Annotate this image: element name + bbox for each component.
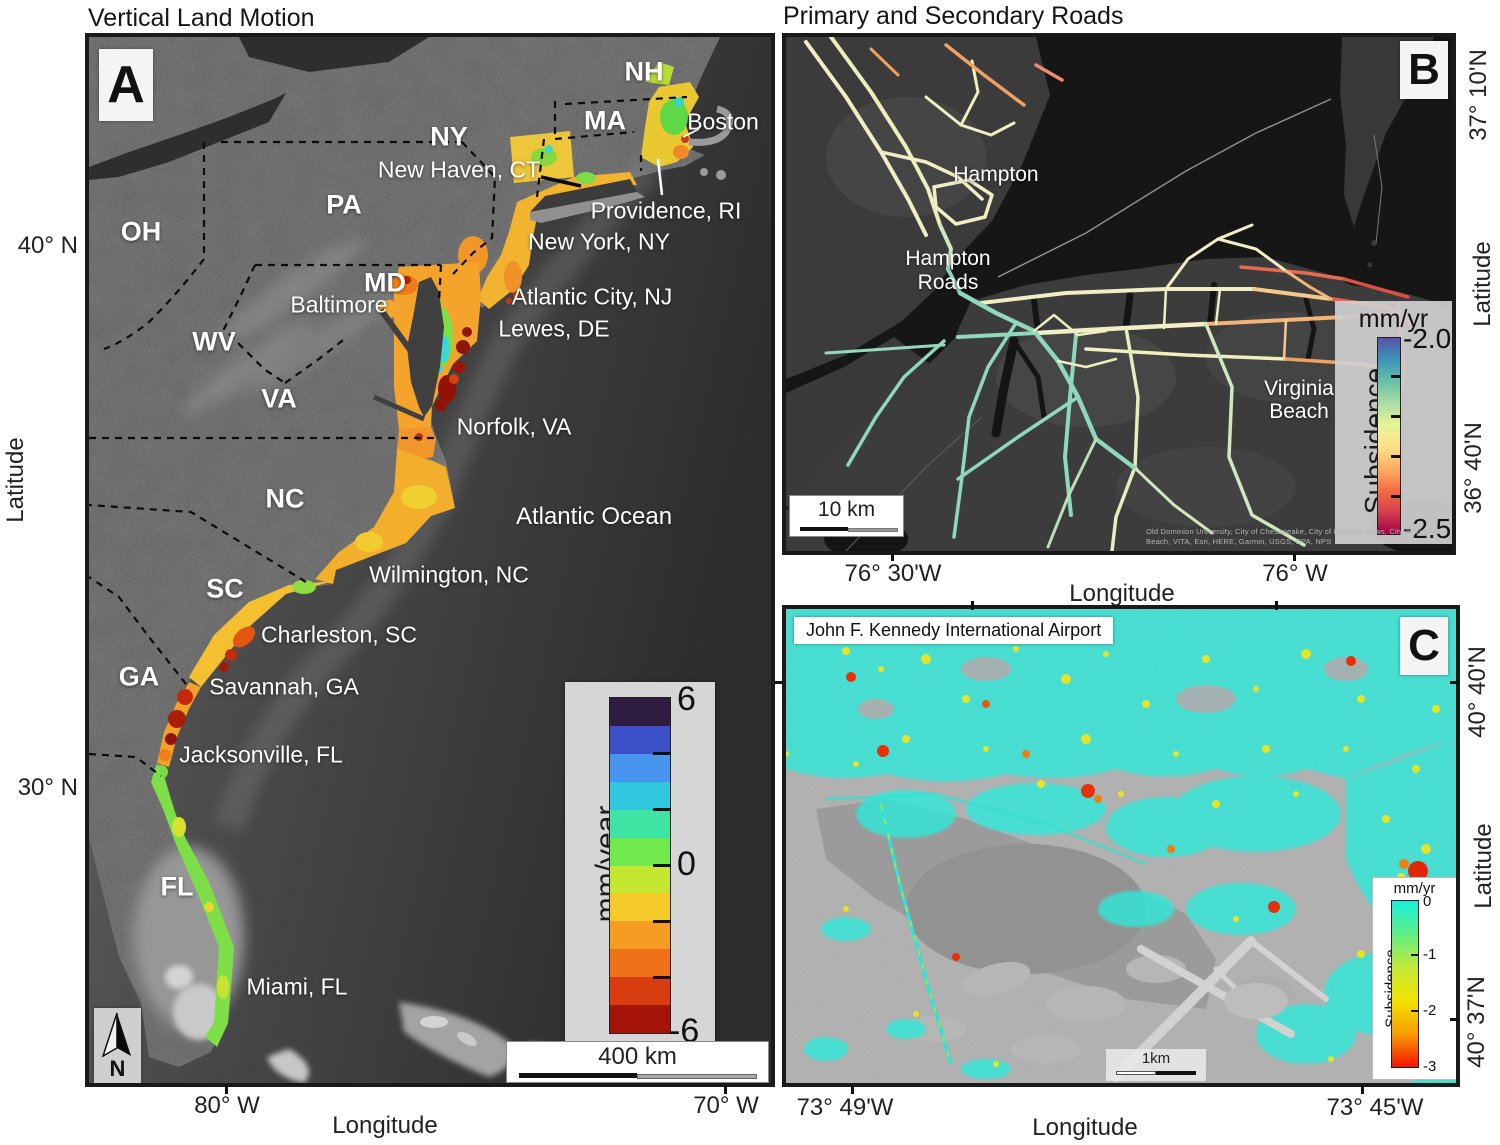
attribution-line-2: Beach, VITA, Esri, HERE, Garmin, USGS, E… [1146,537,1332,546]
jfk-map-art [786,609,1456,1083]
roads-colorbar-max: -2.0 [1403,323,1452,354]
state-label-sc: SC [206,573,244,604]
place-label-virginia-beach-1: Virginia [1264,377,1334,400]
north-arrow-label: N [109,1056,126,1081]
north-arrow-icon [101,1012,131,1058]
a-yaxis-title: Latitude [2,437,29,523]
state-label-ma: MA [584,105,626,136]
city-label-atlantic-city: Atlantic City, NJ [511,283,673,310]
c-ytick-4037n: 40° 37'N [1463,976,1490,1068]
panel-a-title: Vertical Land Motion [88,4,315,32]
c-xaxis-title: Longitude [1032,1114,1138,1141]
b-ytick-3640n: 36° 40'N [1460,422,1487,514]
panel-a-letter: A [99,49,153,121]
panel-a-map: A NH MA NY PA OH WV MD VA NC SC GA FL Bo… [85,33,775,1087]
scale-bar-c-label: 1km [1141,1050,1171,1067]
state-label-fl: FL [160,871,194,902]
b-ytick-3710n: 37° 10'N [1465,49,1492,141]
scale-bar-c: 1km [1106,1049,1206,1081]
jfk-cbar-tick-2: -2 [1423,1002,1437,1019]
c-xtick-7349w: 73° 49'W [796,1094,894,1121]
a-xtick-70w: 70° W [693,1092,759,1119]
vlm-colorbar-bar [609,697,671,1034]
state-label-md: MD [364,267,406,298]
state-label-va: VA [261,383,297,414]
a-ytick-30n: 30° N [17,774,78,801]
state-label-oh: OH [120,216,162,247]
c-xtick-7345w: 73° 45'W [1326,1094,1424,1121]
scale-bar-a: 400 km [506,1041,769,1083]
vlm-colorbar-max: 6 [677,680,696,718]
city-label-norfolk: Norfolk, VA [456,413,572,440]
panel-b-map: B Hampton Hampton Roads Virginia Beach m… [782,33,1456,555]
place-label-virginia-beach-2: Beach [1269,400,1329,423]
city-label-baltimore: Baltimore [290,291,388,318]
jfk-cbar-tick-1: -1 [1423,946,1437,963]
roads-map-art [786,37,1452,551]
state-label-ga: GA [118,661,160,692]
state-label-wv: WV [192,326,236,357]
a-xaxis-title: Longitude [332,1112,438,1139]
vlm-colorbar: mm/year 6 0 -6 [565,680,715,1050]
a-xtick-80w: 80° W [194,1092,260,1119]
panel-c-letter: C [1400,617,1448,675]
scale-bar-b: 10 km [789,495,904,537]
city-label-lewes: Lewes, DE [498,315,610,342]
city-label-miami: Miami, FL [246,973,348,1000]
state-label-pa: PA [326,189,362,220]
city-label-boston: Boston [687,108,759,135]
panel-c-title: John F. Kennedy International Airport [794,617,1114,644]
panel-b-title: Primary and Secondary Roads [783,2,1124,30]
city-label-providence: Providence, RI [590,197,742,224]
city-label-charleston: Charleston, SC [261,621,417,648]
attribution-line-1: Old Dominion University, City of Chesape… [1146,527,1441,536]
place-label-hampton-roads-2: Roads [917,271,979,294]
c-yaxis-title: Latitude [1470,823,1497,909]
jfk-cbar-tick-0: 0 [1423,893,1432,910]
jfk-cbar-tick-3: -3 [1423,1058,1437,1075]
city-label-savannah: Savannah, GA [209,673,359,700]
roads-colorbar-unit: mm/yr [1358,305,1429,333]
jfk-colorbar-bar [1391,900,1419,1068]
b-xaxis-title: Longitude [1069,580,1175,607]
state-label-nh: NH [624,56,664,87]
b-xtick-76w: 76° W [1262,560,1328,587]
panel-b-letter: B [1400,41,1448,99]
city-label-new-haven: New Haven, CT [377,156,541,183]
place-label-hampton-roads-1: Hampton [905,247,991,270]
vlm-colorbar-mid: 0 [677,845,696,883]
panel-c-map: John F. Kennedy International Airport C … [782,605,1460,1087]
ocean-label: Atlantic Ocean [515,503,673,530]
state-label-ny: NY [430,121,468,152]
b-xtick-7630w: 76° 30'W [844,560,942,587]
city-label-wilmington: Wilmington, NC [369,561,529,588]
roads-colorbar-bar [1377,337,1401,535]
city-label-new-york: New York, NY [528,228,670,255]
state-label-nc: NC [265,483,305,514]
jfk-colorbar-unit: mm/yr [1393,880,1436,897]
jfk-colorbar: mm/yr Subsidence 0 -1 -2 -3 [1372,877,1456,1080]
roads-colorbar: mm/yr Subsidence -2.0 -2.5 [1335,301,1452,544]
roads-colorbar-min: -2.5 [1403,513,1452,544]
scale-bar-b-label: 10 km [817,498,876,521]
place-label-hampton: Hampton [953,163,1039,186]
north-arrow: N [94,1008,141,1083]
scale-bar-a-label: 400 km [598,1043,677,1070]
b-yaxis-title: Latitude [1469,241,1496,327]
c-ytick-4040n: 40° 40'N [1464,646,1491,738]
a-ytick-40n: 40° N [17,232,78,259]
city-label-jacksonville: Jacksonville, FL [179,741,343,768]
